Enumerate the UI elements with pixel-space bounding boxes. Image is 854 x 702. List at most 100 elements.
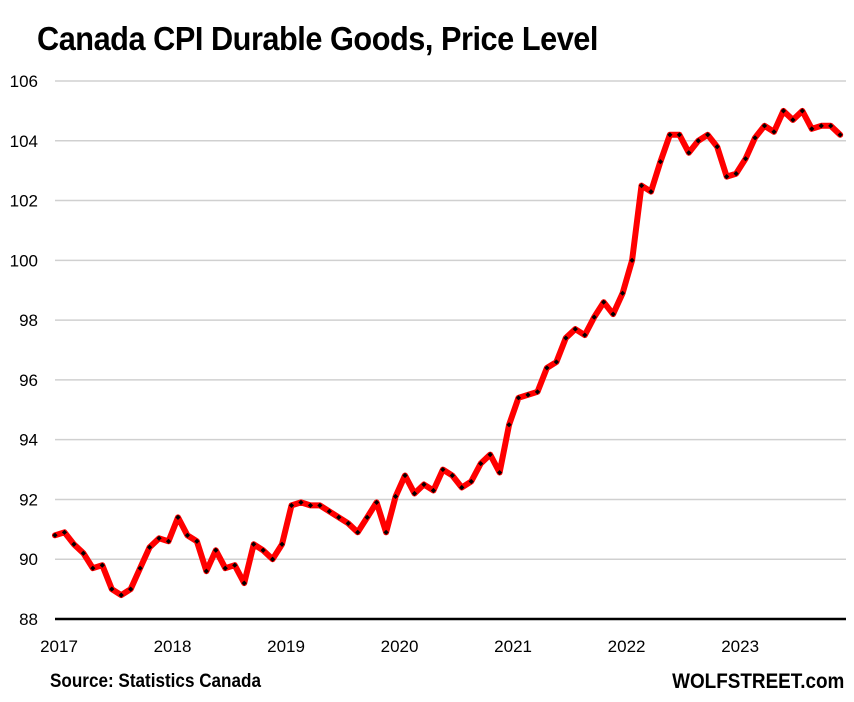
x-axis-ticks: 2017 2018 2019 2020 2021 2022 2023 <box>40 637 759 656</box>
y-tick-label: 100 <box>10 251 38 270</box>
data-point <box>771 129 777 135</box>
data-point <box>515 395 522 401</box>
y-tick-label: 102 <box>10 192 38 211</box>
data-point <box>553 359 559 365</box>
data-point <box>213 547 219 553</box>
x-tick-label: 2017 <box>40 637 78 656</box>
data-point <box>128 586 134 592</box>
data-point <box>392 493 399 500</box>
data-point <box>411 490 418 497</box>
data-point <box>260 547 266 553</box>
data-point <box>232 562 238 568</box>
data-point <box>601 299 607 305</box>
data-point <box>799 108 805 114</box>
data-point <box>222 565 228 571</box>
data-point <box>421 481 427 488</box>
data-point <box>336 514 342 520</box>
data-point <box>52 532 58 538</box>
data-point <box>137 565 143 571</box>
y-tick-label: 104 <box>10 132 38 151</box>
data-point <box>506 422 512 428</box>
data-point <box>402 472 408 479</box>
data-point <box>563 335 569 341</box>
data-point <box>165 538 172 544</box>
data-point <box>430 487 436 494</box>
data-point <box>241 580 247 586</box>
x-tick-label: 2022 <box>608 637 646 656</box>
data-point <box>80 550 86 556</box>
data-point <box>534 389 541 395</box>
data-point <box>459 484 465 491</box>
y-tick-label: 88 <box>19 610 38 629</box>
data-point <box>99 562 105 568</box>
data-point <box>326 508 332 514</box>
data-point <box>61 529 68 535</box>
data-point <box>156 535 162 541</box>
data-point <box>440 466 446 473</box>
data-point <box>269 556 276 562</box>
series-line <box>52 107 844 599</box>
data-point <box>449 472 455 479</box>
data-point <box>638 183 645 189</box>
data-point <box>667 132 673 138</box>
source-note: Source: Statistics Canada <box>50 671 261 692</box>
data-point <box>648 188 654 195</box>
data-point <box>251 541 257 547</box>
gridlines <box>55 80 846 560</box>
x-tick-label: 2018 <box>154 637 192 656</box>
data-point <box>591 314 597 320</box>
data-point <box>279 541 285 547</box>
data-point <box>572 326 578 332</box>
x-tick-label: 2020 <box>381 637 419 656</box>
data-point <box>582 332 588 338</box>
data-point <box>355 529 361 535</box>
x-tick-label: 2021 <box>494 637 532 656</box>
data-point <box>809 126 815 132</box>
data-point <box>695 138 701 144</box>
y-tick-label: 98 <box>19 311 38 330</box>
chart-title: Canada CPI Durable Goods, Price Level <box>37 20 598 57</box>
data-point <box>818 123 824 129</box>
data-point <box>544 365 550 371</box>
data-point <box>147 544 153 550</box>
data-point <box>478 460 484 467</box>
data-point <box>780 108 787 114</box>
data-point <box>175 514 181 520</box>
data-point <box>383 529 389 535</box>
x-tick-label: 2023 <box>721 637 759 656</box>
y-tick-label: 92 <box>19 490 38 509</box>
data-point <box>317 502 323 509</box>
data-point <box>374 499 380 506</box>
data-point <box>90 565 96 571</box>
data-point <box>705 132 711 138</box>
data-point <box>610 311 616 317</box>
data-point <box>752 135 758 141</box>
y-axis-ticks: 88 90 92 94 96 98 100 102 104 106 <box>10 72 38 629</box>
data-point <box>345 520 351 526</box>
brand-label: WOLFSTREET.com <box>671 670 844 693</box>
y-tick-label: 90 <box>19 550 38 569</box>
data-point <box>194 538 200 544</box>
data-point <box>525 392 531 398</box>
data-point <box>364 514 370 520</box>
data-point <box>184 532 191 538</box>
data-point <box>497 469 503 476</box>
data-point <box>676 132 682 138</box>
data-point <box>468 478 474 485</box>
data-point <box>724 174 730 180</box>
data-point <box>109 586 115 592</box>
data-point <box>686 150 692 156</box>
series-markers <box>52 108 843 598</box>
data-point <box>288 502 295 509</box>
data-point <box>620 290 626 296</box>
data-point <box>118 592 124 598</box>
data-point <box>837 132 843 138</box>
data-point <box>790 117 796 123</box>
data-point <box>71 541 77 547</box>
y-tick-label: 106 <box>10 72 38 91</box>
data-point <box>487 452 493 458</box>
y-tick-label: 96 <box>19 371 38 390</box>
data-point <box>657 159 664 165</box>
data-point <box>203 568 209 574</box>
